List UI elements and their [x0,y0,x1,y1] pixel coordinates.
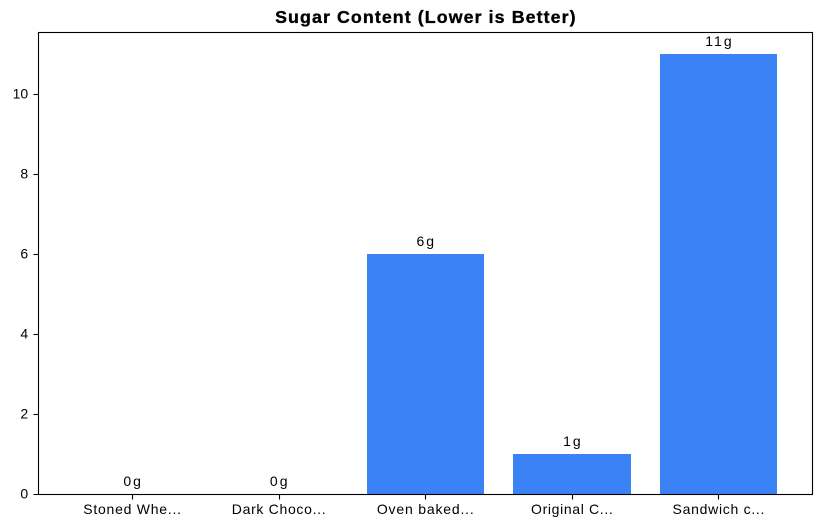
svg-text:Sugar Content (Lower is Better: Sugar Content (Lower is Better) [275,7,575,27]
svg-text:6: 6 [20,246,28,262]
svg-text:11g: 11g [705,33,732,49]
svg-text:2: 2 [20,406,28,422]
svg-text:Oven baked...: Oven baked... [377,501,474,517]
svg-text:Sandwich c...: Sandwich c... [673,501,765,517]
svg-text:Dark Choco...: Dark Choco... [232,501,326,517]
svg-text:Stoned Whe...: Stoned Whe... [83,501,181,517]
svg-text:10: 10 [13,86,29,102]
svg-text:8: 8 [20,166,28,182]
svg-text:Original C...: Original C... [531,501,613,517]
svg-text:4: 4 [20,326,28,342]
svg-text:0: 0 [20,486,28,502]
